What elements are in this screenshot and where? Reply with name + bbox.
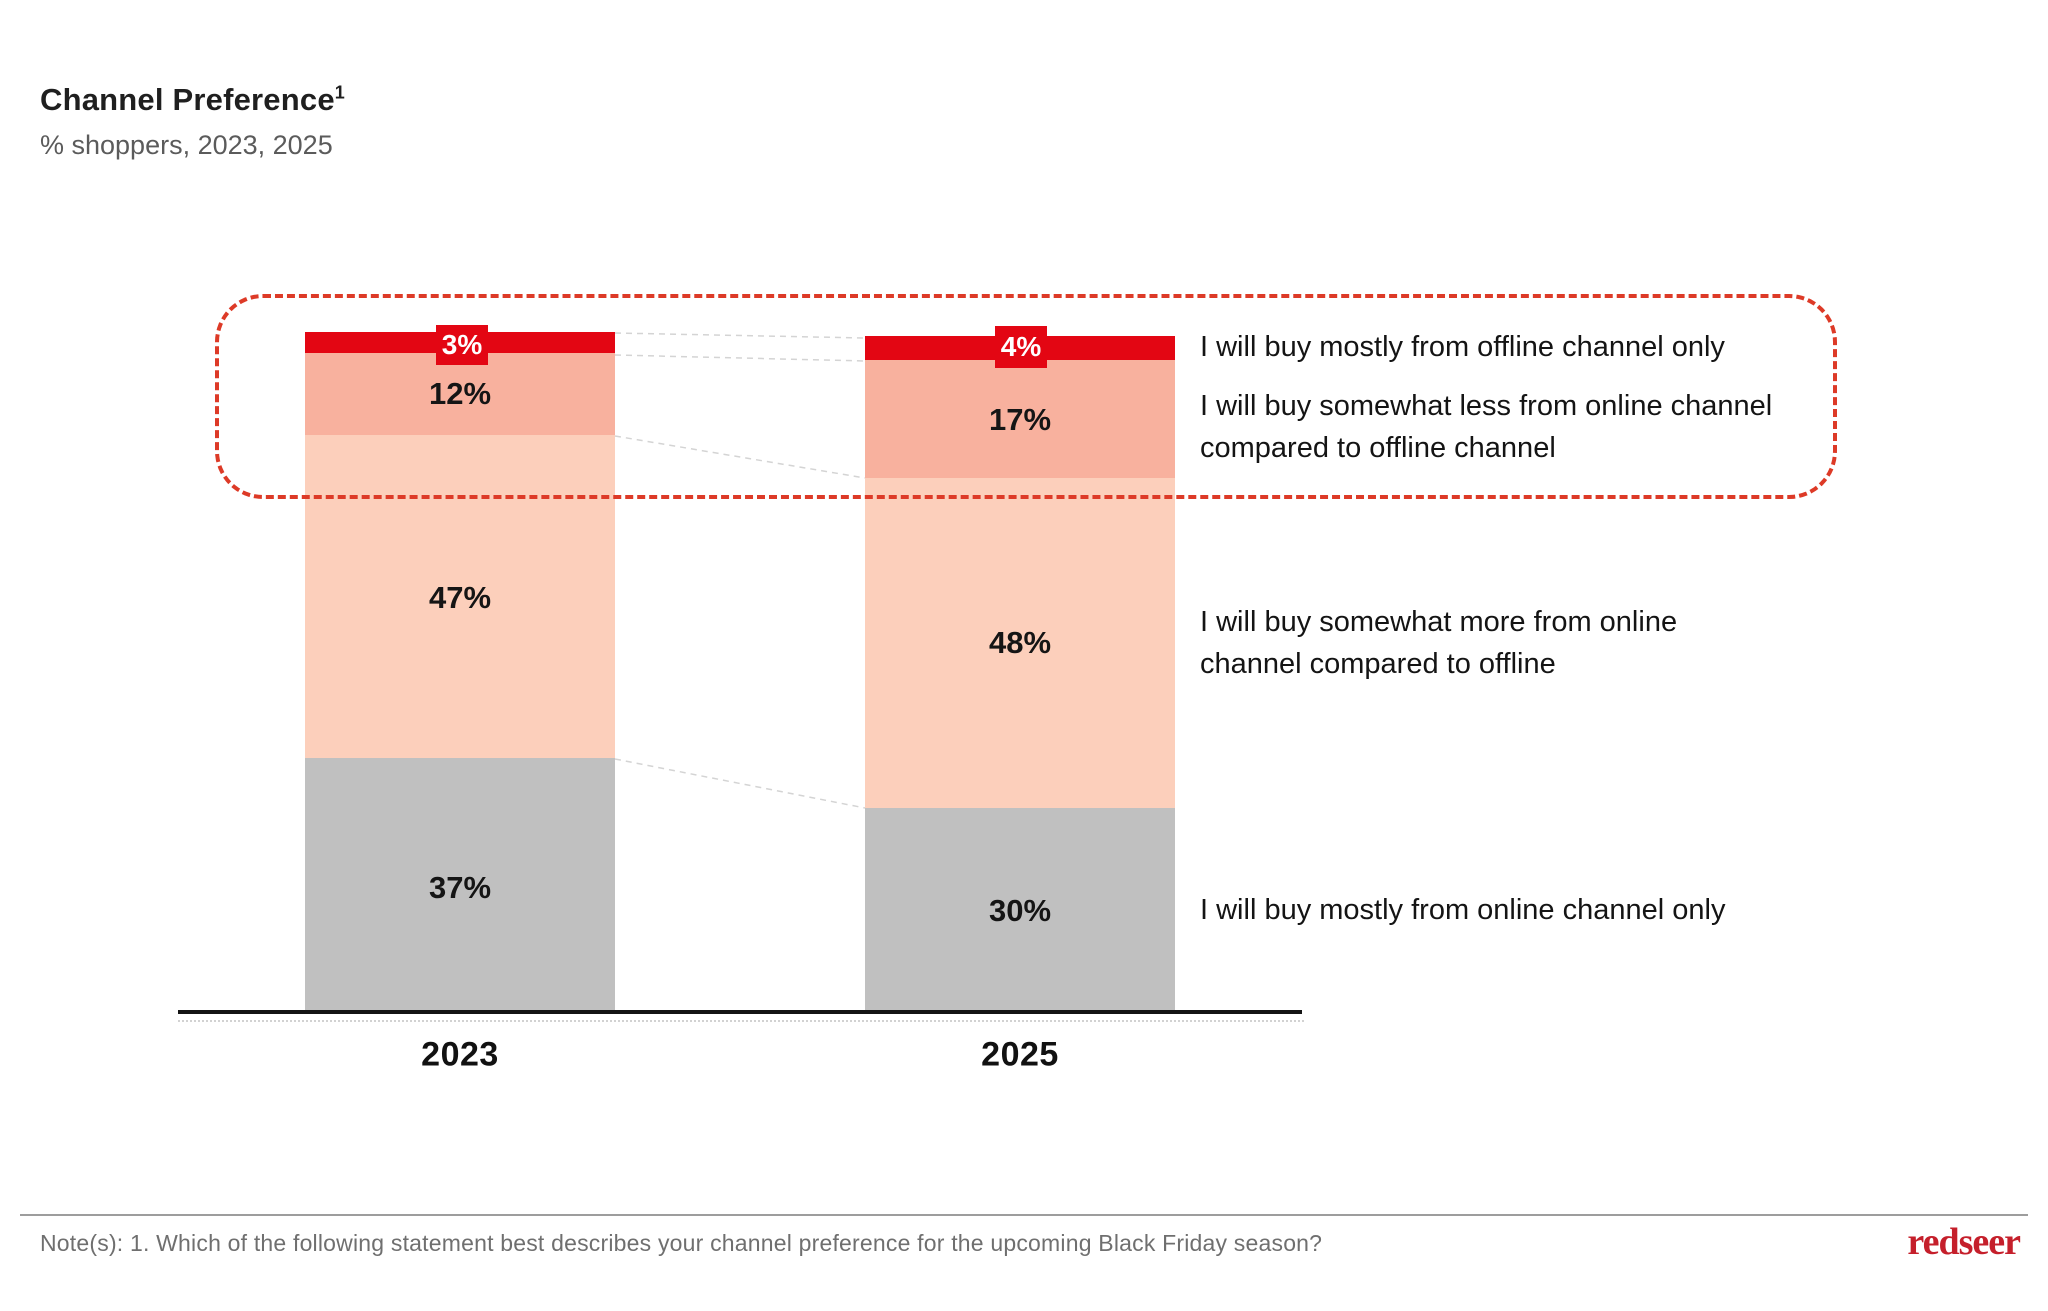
bar-2025-segment-somewhat-less-online (865, 360, 1175, 478)
bar-2023 (305, 332, 615, 1012)
page-title-text: Channel Preference (40, 82, 335, 117)
bar-2025-segment-online-only (865, 808, 1175, 1012)
category-label-online-only: I will buy mostly from online channel on… (1200, 894, 1726, 926)
bar-2023-segment-online-only (305, 758, 615, 1012)
bar-2025-segment-somewhat-more-online (865, 478, 1175, 808)
x-axis-dotted-underline (178, 1020, 1304, 1022)
value-tag-2025-offline-only: 4% (995, 326, 1047, 368)
page-title-footnote-marker: 1 (334, 82, 345, 103)
footnote: Note(s): 1. Which of the following state… (40, 1230, 1323, 1256)
value-label-2023-online-only: 37% (428, 870, 492, 905)
page-subtitle: % shoppers, 2023, 2025 (40, 130, 333, 160)
connector-line-bottom-of-peach (614, 758, 866, 809)
footer-divider (20, 1214, 2028, 1216)
redseer-logo: redseer (1907, 1221, 2021, 1263)
value-label-2025-online-only: 30% (988, 893, 1052, 928)
category-label-offline-only: I will buy mostly from offline channel o… (1200, 331, 1725, 363)
x-axis-tick-2025: 2025 (981, 1035, 1059, 1074)
category-label-somewhat-more-online: I will buy somewhat more from online cha… (1200, 606, 1678, 680)
x-axis-tick-2023: 2023 (421, 1035, 499, 1074)
value-label-2025-somewhat-more: 48% (988, 625, 1052, 660)
category-label-somewhat-less-online: I will buy somewhat less from online cha… (1200, 390, 1773, 464)
connector-line-bottom-of-red (614, 354, 866, 362)
page-title: Channel Preference1 (40, 82, 345, 118)
value-tag-2023-offline-only: 3% (436, 325, 488, 365)
bar-2023-segment-somewhat-less-online (305, 353, 615, 435)
value-label-2023-somewhat-less: 12% (428, 376, 492, 411)
connector-line-top-of-red (614, 332, 866, 339)
connector-line-bottom-of-salmon (614, 435, 866, 479)
value-label-2023-somewhat-more: 47% (428, 580, 492, 615)
bar-2023-segment-somewhat-more-online (305, 435, 615, 758)
value-label-2025-somewhat-less: 17% (988, 402, 1052, 437)
x-axis-line (178, 1010, 1302, 1014)
